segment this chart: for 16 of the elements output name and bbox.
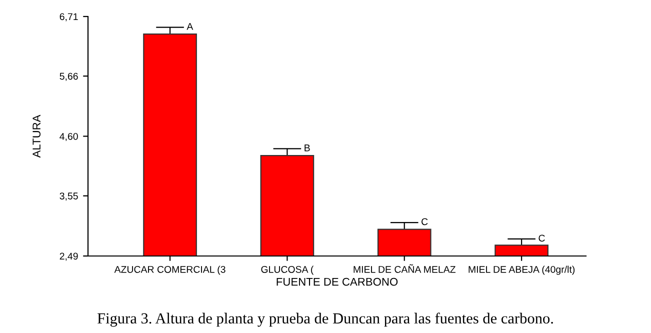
y-tick-label: 6,71 — [60, 13, 78, 22]
x-tick-label: MIEL DE ABEJA (40gr/lt) — [468, 266, 575, 275]
annotation: C — [538, 234, 545, 242]
annotation: B — [304, 144, 310, 152]
x-tick-label: AZUCAR COMERCIAL (3 — [114, 266, 226, 275]
text: Figura 3. Altura de planta y prueba de Duncan para las fuentes de carbono. — [97, 312, 553, 327]
y-tick-label: 4,60 — [60, 132, 78, 142]
x-tick-label: MIEL DE CAÑA MELAZ — [354, 264, 456, 273]
x-axis-title: FUENTE DE CARBONO — [276, 278, 398, 286]
y-tick-label: 5,66 — [60, 72, 78, 81]
annotation: C — [422, 218, 428, 226]
y-tick-label: 3,55 — [60, 192, 78, 201]
annotation: A — [186, 23, 194, 30]
x-tick-label: GLUCOSA ( — [261, 266, 314, 275]
y-axis-title: ALTURA — [32, 114, 40, 158]
y-tick-label: 2,49 — [60, 252, 78, 261]
